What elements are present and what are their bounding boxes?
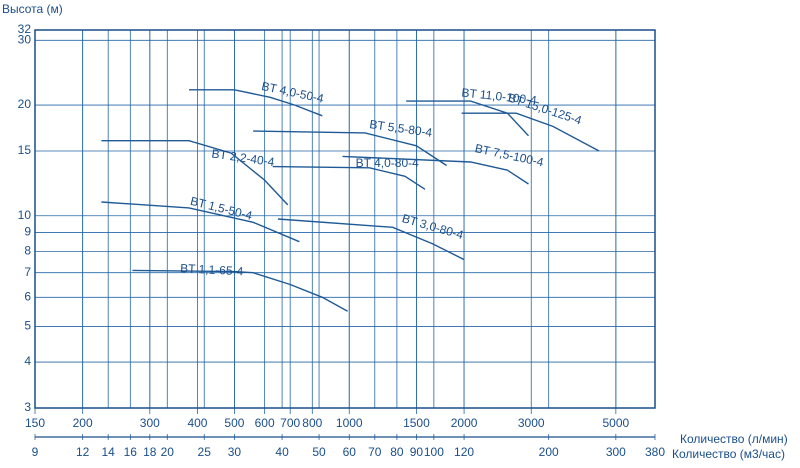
y-tick-label: 20 [18,97,32,111]
x2-tick-label: 70 [368,445,382,459]
y-tick-label: 7 [24,265,31,279]
y-tick-label: 32 [18,22,32,36]
pump-curve [277,218,465,261]
x2-tick-label: 14 [102,445,116,459]
y-axis-title: Высота (м) [2,2,63,16]
x-tick-label: 300 [140,416,160,430]
x-tick-label: 1000 [336,416,363,430]
y-tick-label: 9 [24,225,31,239]
curve-label: BT 1,1-65-4 [180,261,244,278]
x2-tick-label: 25 [198,445,212,459]
y-tick-label: 5 [24,319,31,333]
x-tick-label: 3000 [518,416,545,430]
x-tick-label: 700 [280,416,300,430]
pump-curve [101,201,300,243]
x-tick-label: 400 [187,416,207,430]
x2-axis-title: Количество (м3/час) [672,447,785,461]
x2-tick-label: 60 [343,445,357,459]
x-tick-label: 600 [255,416,275,430]
x-tick-label: 500 [224,416,244,430]
y-tick-label: 30 [18,32,32,46]
y-tick-label: 3 [24,400,31,414]
x2-tick-label: 120 [454,445,474,459]
x2-tick-label: 40 [275,445,289,459]
pump-curve [253,130,447,167]
x2-tick-label: 16 [124,445,138,459]
pump-curve [461,112,600,152]
pump-curve [342,155,529,185]
x-tick-label: 800 [302,416,322,430]
x2-tick-label: 9 [32,445,39,459]
y-tick-label: 8 [24,244,31,258]
curve-label: BT 2,2-40-4 [211,146,276,169]
x-tick-label: 2000 [451,416,478,430]
x-tick-label: 1500 [403,416,430,430]
x2-tick-label: 200 [539,445,559,459]
x2-tick-label: 50 [312,445,326,459]
x2-tick-label: 380 [645,445,665,459]
x2-tick-label: 18 [143,445,157,459]
pump-curve [132,269,348,312]
y-tick-label: 6 [24,289,31,303]
x2-tick-label: 12 [76,445,90,459]
x-tick-label: 150 [25,416,45,430]
curve-label: BT 1,5-50-4 [189,194,254,223]
curve-label: BT 4,0-50-4 [260,79,325,106]
plot-frame [34,29,656,409]
x2-tick-label: 80 [390,445,404,459]
x2-tick-label: 20 [161,445,175,459]
y-tick-label: 15 [18,143,32,157]
curve-label: BT 15,0-125-4 [506,91,583,128]
x2-tick-label: 100 [424,445,444,459]
y-tick-label: 4 [24,354,31,368]
x-axis-title: Количество (л/мин) [680,432,788,446]
x-tick-label: 5000 [603,416,630,430]
pump-curve [272,165,426,190]
x2-tick-label: 90 [410,445,424,459]
pump-curve [406,100,530,137]
y-tick-label: 10 [18,208,32,222]
x2-tick-label: 300 [606,445,626,459]
x2-tick-label: 30 [228,445,242,459]
pump-curve [101,140,289,206]
pump-curve [189,89,323,117]
x-tick-label: 200 [73,416,93,430]
